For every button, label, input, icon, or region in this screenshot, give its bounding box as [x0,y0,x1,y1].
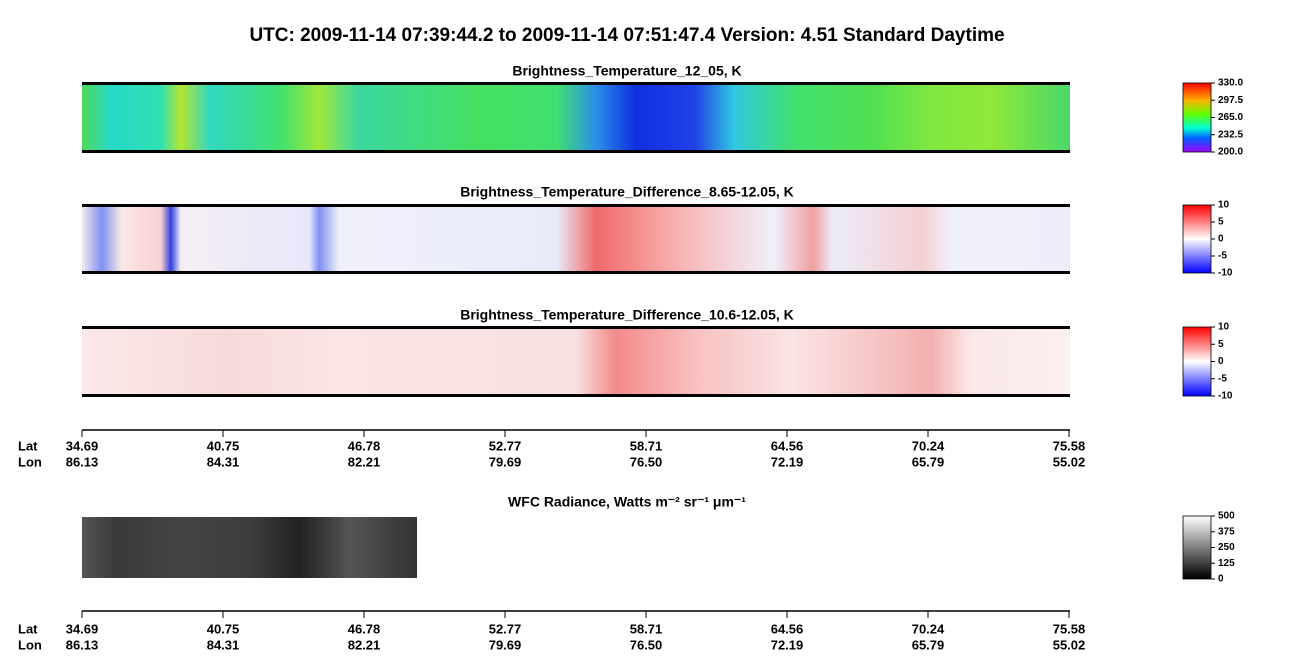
lon-value: 72.19 [771,637,804,652]
image-strip [82,84,1070,151]
lon-value: 76.50 [630,637,663,652]
strip-border [82,394,1070,397]
lon-value: 79.69 [489,454,522,469]
image-strip [82,517,417,578]
strip-border [82,150,1070,153]
lon-value: 55.02 [1053,637,1086,652]
colorbar-label: -10 [1218,268,1233,279]
colorbar-label: 200.0 [1218,147,1243,158]
colorbar-label: 0 [1218,234,1224,245]
lat-label: Lat [18,621,38,636]
strip-border [82,82,1070,85]
lon-value: 82.21 [348,454,381,469]
lat-value: 75.58 [1053,621,1086,636]
colorbar-label: 5 [1218,217,1224,228]
colorbar-label: 0 [1218,574,1224,585]
lat-value: 40.75 [207,621,240,636]
panel-title: Brightness_Temperature_Difference_10.6-1… [460,307,794,323]
colorbar-label: 232.5 [1218,129,1243,140]
colorbar [1182,515,1212,580]
lon-value: 65.79 [912,454,945,469]
lat-value: 46.78 [348,621,381,636]
lon-label: Lon [18,637,42,652]
panel-title: Brightness_Temperature_Difference_8.65-1… [460,184,794,200]
lon-value: 76.50 [630,454,663,469]
colorbar-label: 297.5 [1218,95,1243,106]
lon-value: 65.79 [912,637,945,652]
colorbar-label: 250 [1218,542,1235,553]
image-strip [82,328,1070,395]
lat-value: 34.69 [66,621,99,636]
lon-value: 72.19 [771,454,804,469]
lon-value: 82.21 [348,637,381,652]
lat-value: 64.56 [771,621,804,636]
colorbar [1182,204,1212,274]
strip-border [82,326,1070,329]
lat-label: Lat [18,438,38,453]
strip-border [82,271,1070,274]
lon-value: 84.31 [207,637,240,652]
lat-value: 70.24 [912,621,945,636]
strip-border [82,204,1070,207]
lat-value: 58.71 [630,621,663,636]
colorbar-label: 500 [1218,511,1235,522]
colorbar-label: 0 [1218,356,1224,367]
lat-value: 58.71 [630,438,663,453]
lat-value: 70.24 [912,438,945,453]
colorbar-label: -5 [1218,373,1227,384]
colorbar-label: 265.0 [1218,112,1243,123]
colorbar [1182,326,1212,397]
colorbar-label: -10 [1218,391,1233,402]
colorbar-label: 5 [1218,339,1224,350]
lat-value: 40.75 [207,438,240,453]
lon-value: 79.69 [489,637,522,652]
colorbar-label: 10 [1218,322,1230,333]
panel-title: WFC Radiance, Watts m⁻² sr⁻¹ μm⁻¹ [508,494,746,510]
colorbar [1182,82,1212,153]
lat-value: 34.69 [66,438,99,453]
title: UTC: 2009-11-14 07:39:44.2 to 2009-11-14… [249,25,1004,46]
lat-value: 75.58 [1053,438,1086,453]
lat-value: 46.78 [348,438,381,453]
colorbar-label: -5 [1218,251,1227,262]
image-strip [82,206,1070,272]
lon-value: 84.31 [207,454,240,469]
lat-value: 52.77 [489,438,522,453]
lon-value: 86.13 [66,454,99,469]
colorbar-label: 125 [1218,558,1235,569]
lon-value: 86.13 [66,637,99,652]
colorbar-label: 10 [1218,200,1230,211]
lat-value: 64.56 [771,438,804,453]
panel-title: Brightness_Temperature_12_05, K [512,63,741,79]
colorbar-label: 330.0 [1218,78,1243,89]
lon-value: 55.02 [1053,454,1086,469]
colorbar-label: 375 [1218,526,1235,537]
lat-value: 52.77 [489,621,522,636]
lon-label: Lon [18,454,42,469]
